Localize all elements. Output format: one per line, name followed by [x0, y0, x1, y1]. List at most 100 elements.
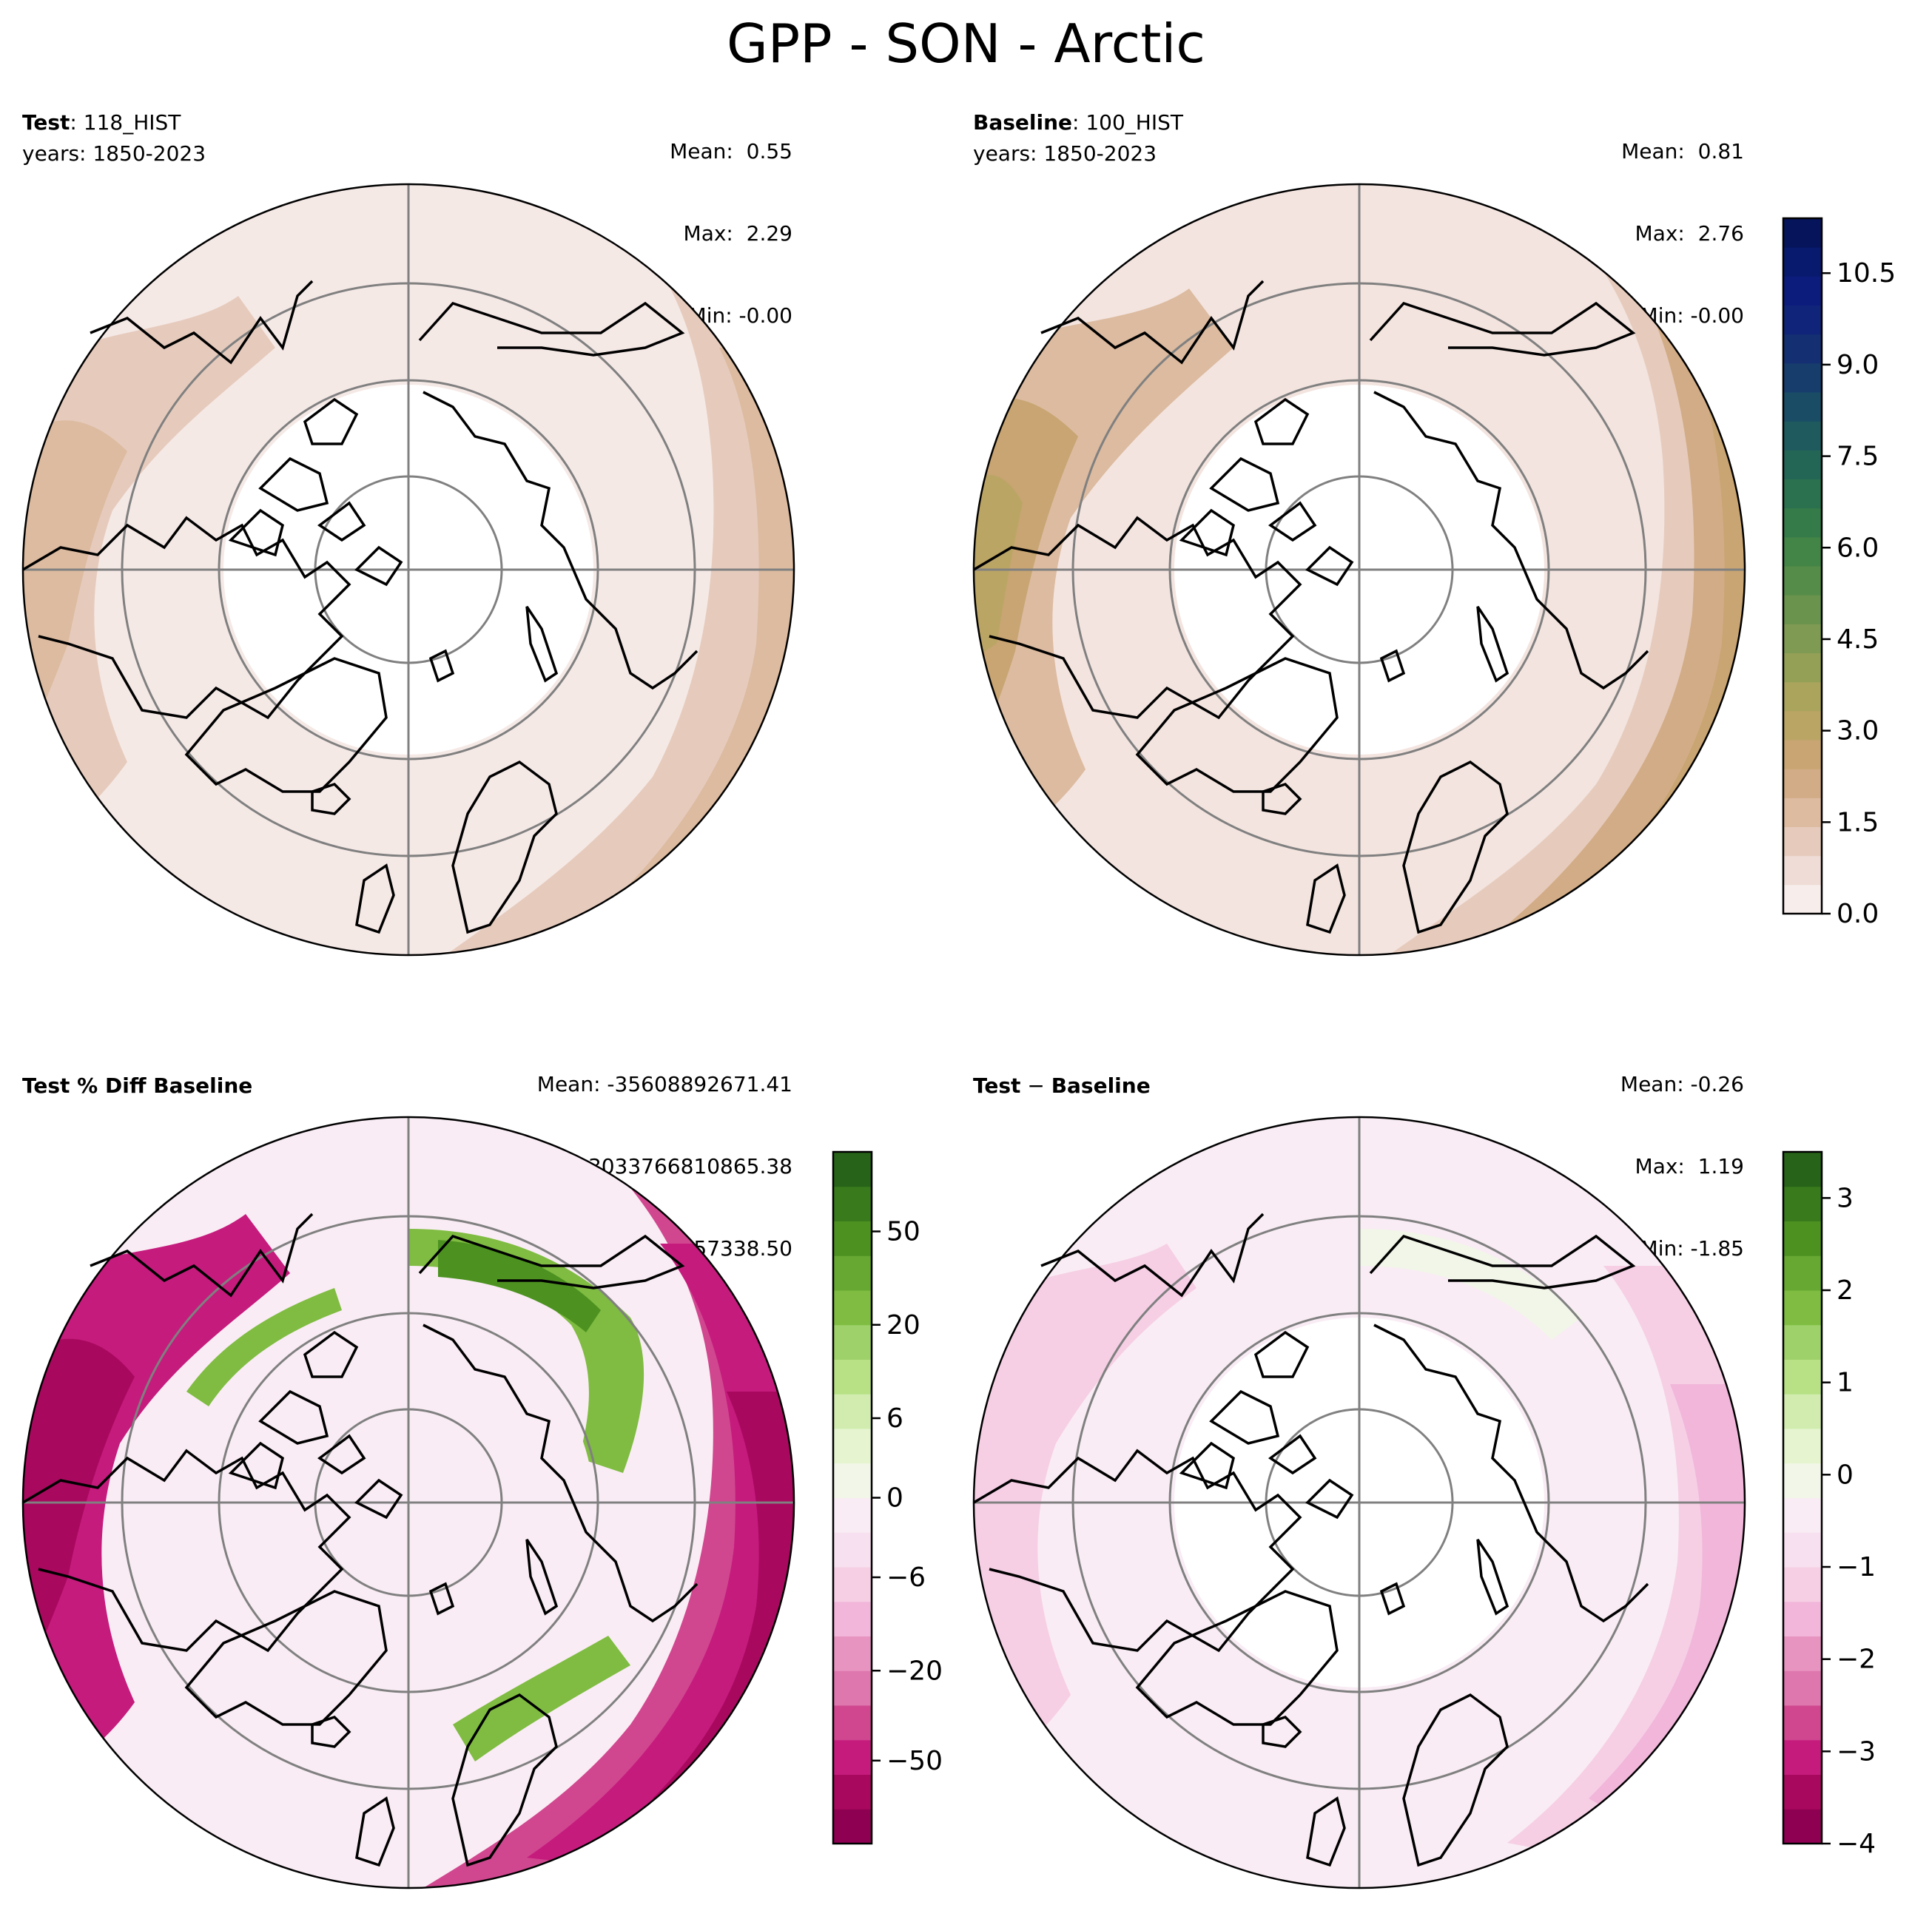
diff-label-op: −: [1020, 1073, 1051, 1098]
baseline-label-name: : 100_HIST: [1072, 110, 1183, 135]
colorbar-top-color-segment: [1783, 884, 1822, 914]
colorbar-diff-color-segment: [1783, 1774, 1822, 1810]
colorbar-diff-color-segment: [1783, 1255, 1822, 1291]
colorbar-top-color-segment: [1783, 218, 1822, 248]
colorbar-diff-color-segment: [1783, 1394, 1822, 1429]
pctdiff-label-bold: Test % Diff Baseline: [22, 1073, 253, 1098]
colorbar-pctdiff-color-segment: [833, 1636, 872, 1671]
colorbar-pctdiff-tick-label: 6: [886, 1403, 903, 1434]
colorbar-top-color-segment: [1783, 508, 1822, 538]
diff-map: [972, 1116, 1746, 1889]
colorbar-top-color-segment: [1783, 798, 1822, 827]
diff-map-frame: [972, 1116, 1746, 1889]
colorbar-top-tick-label: 3.0: [1837, 716, 1879, 746]
baseline-label-bold: Baseline: [973, 110, 1073, 135]
colorbar-diff-color-segment: [1783, 1186, 1822, 1221]
test-years: years: 1850-2023: [22, 141, 206, 166]
colorbar-diff-tick-label: −3: [1837, 1736, 1876, 1767]
colorbar-top-color-segment: [1783, 392, 1822, 422]
colorbar-pctdiff-tick-label: −50: [886, 1746, 943, 1776]
colorbar-pctdiff-color-segment: [833, 1774, 872, 1810]
colorbar-top-color-segment: [1783, 855, 1822, 886]
colorbar-top-color-segment: [1783, 710, 1822, 741]
colorbar-diff-color-segment: [1783, 1497, 1822, 1533]
colorbar-top-tick-label: 4.5: [1837, 624, 1879, 655]
colorbar-top-color-segment: [1783, 740, 1822, 769]
colorbar-diff-color-segment: [1783, 1359, 1822, 1395]
colorbar-pctdiff-color-segment: [833, 1152, 872, 1187]
colorbar-top-color-segment: [1783, 536, 1822, 567]
colorbar-pctdiff-color-segment: [833, 1324, 872, 1360]
test-max: Max: 2.29: [683, 221, 792, 246]
pctdiff-map-fields: [23, 1117, 794, 1888]
test-map: [21, 183, 795, 957]
colorbar-pctdiff-color-segment: [833, 1429, 872, 1464]
colorbar-top-color-segment: [1783, 566, 1822, 596]
colorbar-pctdiff-color-segment: [833, 1809, 872, 1844]
colorbar-top-tick-label: 0.0: [1837, 899, 1879, 929]
baseline-years: years: 1850-2023: [973, 141, 1157, 166]
colorbar-diff-frame: [1782, 1150, 1823, 1845]
baseline-min: Min: -0.00: [1640, 303, 1744, 328]
colorbar-pctdiff-color-segment: [833, 1739, 872, 1775]
colorbar-top-tick-label: 7.5: [1837, 442, 1879, 472]
colorbar-top-color-segment: [1783, 479, 1822, 509]
colorbar-diff-tick-label: −2: [1837, 1645, 1876, 1675]
colorbar-diff-color-segment: [1783, 1429, 1822, 1464]
colorbar-pctdiff-color-segment: [833, 1359, 872, 1395]
colorbar-pctdiff-tick-label: 0: [886, 1483, 903, 1514]
colorbar-top-color-segment: [1783, 421, 1822, 451]
colorbar-top-color-segment: [1783, 247, 1822, 277]
colorbar-top-color-segment: [1783, 681, 1822, 712]
pctdiff-mean: Mean: -35608892671.41: [536, 1072, 792, 1096]
colorbar-top-tick-label: 10.5: [1837, 258, 1896, 289]
diff-label-bold2: Baseline: [1051, 1073, 1151, 1098]
colorbar-diff-color-segment: [1783, 1290, 1822, 1326]
pctdiff-panel-label: Test % Diff Baseline: [22, 1073, 252, 1099]
colorbar-top-tick-label: 9.0: [1837, 350, 1879, 380]
pctdiff-map-frame: [21, 1116, 795, 1889]
colorbar-diff-tick-label: −1: [1837, 1552, 1876, 1582]
test-map-frame: [21, 183, 795, 957]
colorbar-diff-color-segment: [1783, 1601, 1822, 1636]
pctdiff-map: [21, 1116, 795, 1889]
colorbar-pctdiff-color-segment: [833, 1221, 872, 1256]
baseline-panel-label: Baseline: 100_HIST: [973, 109, 1183, 136]
colorbar-pctdiff-color-segment: [833, 1186, 872, 1221]
test-label-name: : 118_HIST: [70, 110, 181, 135]
colorbar-pctdiff-color-segment: [833, 1670, 872, 1706]
baseline-max: Max: 2.76: [1635, 221, 1744, 246]
colorbar-top-color-segment: [1783, 624, 1822, 653]
colorbar-diff-color-segment: [1783, 1532, 1822, 1568]
colorbar-pctdiff-color-segment: [833, 1601, 872, 1636]
colorbar-diff-color-segment: [1783, 1670, 1822, 1706]
colorbar-pctdiff-tick-label: −20: [886, 1656, 943, 1686]
colorbar-pctdiff-tick-label: 50: [886, 1217, 920, 1247]
colorbar-top-color-segment: [1783, 334, 1822, 364]
baseline-stats: Mean: 0.81 Max: 2.76 Min: -0.00: [1621, 83, 1744, 357]
colorbar-diff-tick-label: 1: [1837, 1368, 1854, 1398]
colorbar-pctdiff-color-segment: [833, 1532, 872, 1568]
colorbar-diff-color-segment: [1783, 1567, 1822, 1602]
test-label-bold: Test: [22, 110, 70, 135]
colorbar-pctdiff-color-segment: [833, 1705, 872, 1741]
colorbar-diff: −4 −3 −2 −1 0 1 2 3: [1782, 1150, 1876, 1859]
diff-panel-label: Test − Baseline: [973, 1073, 1151, 1099]
colorbar-pctdiff-color-segment: [833, 1255, 872, 1291]
colorbar-pctdiff-tick-label: 20: [886, 1310, 920, 1341]
colorbar-pctdiff-color-segment: [833, 1290, 872, 1326]
baseline-mean: Mean: 0.81: [1621, 139, 1744, 163]
colorbar-top-color-segment: [1783, 769, 1822, 798]
diff-label-bold: Test: [973, 1073, 1021, 1098]
diff-mean: Mean: -0.26: [1620, 1072, 1744, 1096]
colorbar-top-tick-label: 6.0: [1837, 533, 1879, 563]
colorbar-diff-color-segment: [1783, 1221, 1822, 1256]
test-mean: Mean: 0.55: [670, 139, 792, 163]
colorbar-diff-color-segment: [1783, 1636, 1822, 1671]
colorbar-top-color-segment: [1783, 276, 1822, 306]
colorbar-pctdiff-color-segment: [833, 1567, 872, 1602]
colorbar-diff-color-segment: [1783, 1463, 1822, 1498]
colorbar-pctdiff-color-segment: [833, 1394, 872, 1429]
baseline-map: [972, 183, 1746, 957]
colorbar-pctdiff: −50 −20 −6 0 6 20 50: [832, 1150, 943, 1845]
